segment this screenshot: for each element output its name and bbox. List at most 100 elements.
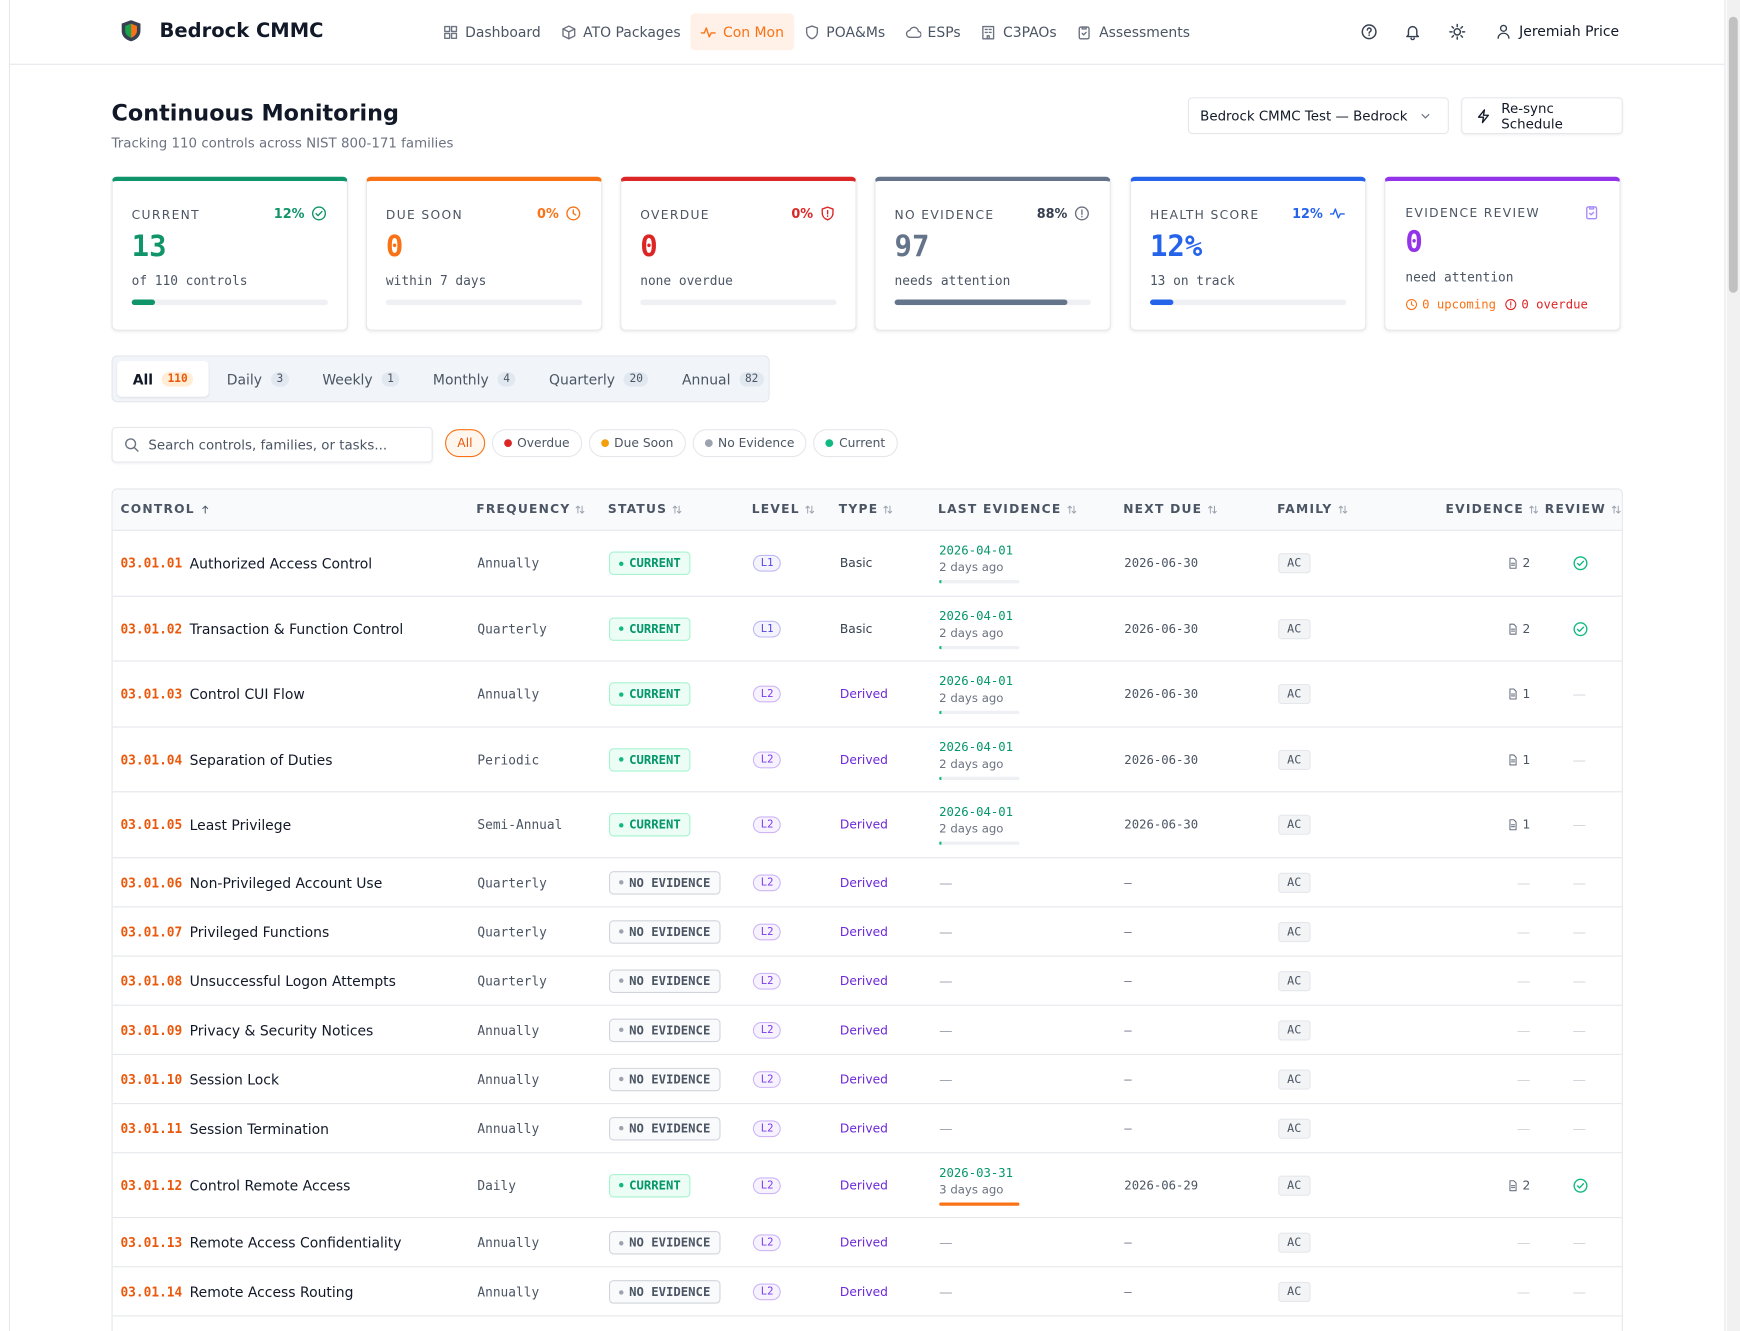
- sort-icon: [575, 503, 586, 514]
- card-percent-group: 0%: [791, 206, 835, 222]
- status-badge: NO EVIDENCE: [609, 969, 720, 992]
- evidence-count: 2: [1507, 556, 1530, 571]
- next-due: –: [1124, 1235, 1131, 1250]
- tab[interactable]: Daily3: [211, 361, 304, 397]
- table-row[interactable]: 03.01.03Control CUI FlowAnnuallyCURRENTL…: [113, 660, 1622, 726]
- clock-icon: [1405, 298, 1417, 310]
- stat-card: OVERDUE0%0none overdue: [620, 177, 856, 331]
- filter-pill[interactable]: All: [445, 429, 485, 457]
- table-row[interactable]: 03.01.05Least PrivilegeSemi-AnnualCURREN…: [113, 791, 1622, 857]
- last-evidence: 2026-04-012 days ago: [939, 609, 1019, 649]
- freshness-fill: [939, 1202, 1019, 1205]
- controls-table: CONTROL FREQUENCY STATUS LEVEL TYPE LAST EVID…: [112, 488, 1623, 1331]
- review-status: [1573, 621, 1589, 637]
- upcoming-label: 0 upcoming: [1422, 297, 1496, 312]
- table-row[interactable]: 03.01.07Privileged FunctionsQuarterlyNO …: [113, 906, 1622, 956]
- table-row[interactable]: 03.01.02Transaction & Function ControlQu…: [113, 595, 1622, 661]
- resync-button[interactable]: Re-sync Schedule: [1461, 97, 1623, 134]
- table-row[interactable]: 03.01.13Remote Access ConfidentialityAnn…: [113, 1217, 1622, 1267]
- table-row[interactable]: 03.01.04Separation of DutiesPeriodicCURR…: [113, 726, 1622, 792]
- column-header[interactable]: STATUS: [608, 502, 683, 517]
- frequency: Quarterly: [477, 924, 547, 940]
- status-dot: [619, 1126, 623, 1130]
- filter-pill[interactable]: Due Soon: [589, 429, 686, 457]
- evidence-count-label: 2: [1522, 622, 1530, 637]
- tab[interactable]: Weekly1: [307, 361, 415, 397]
- workspace-select[interactable]: Bedrock CMMC Test — Bedrock CM: [1188, 97, 1449, 134]
- nav-item[interactable]: Assessments: [1067, 13, 1200, 50]
- table-row[interactable]: 03.01.08Unsuccessful Logon AttemptsQuart…: [113, 955, 1622, 1005]
- filter-pill[interactable]: No Evidence: [692, 429, 806, 457]
- table-row[interactable]: 03.01.12Control Remote AccessDailyCURREN…: [113, 1152, 1622, 1218]
- sort-icon: [1528, 503, 1539, 514]
- brand[interactable]: Bedrock CMMC: [159, 20, 323, 42]
- control-id: 03.01.04: [120, 752, 182, 768]
- family-badge: AC: [1278, 1020, 1310, 1040]
- next-due: 2026-06-30: [1124, 752, 1198, 767]
- column-header[interactable]: NEXT DUE: [1123, 502, 1218, 517]
- evidence-count: —: [1517, 874, 1530, 890]
- nav-item[interactable]: C3PAOs: [971, 13, 1067, 50]
- column-header[interactable]: TYPE: [839, 502, 894, 517]
- status-dot: [619, 1077, 623, 1081]
- status-label: NO EVIDENCE: [629, 1072, 710, 1087]
- evidence-date: 2026-04-01: [939, 674, 1019, 689]
- filter-pill[interactable]: Overdue: [491, 429, 581, 457]
- table-row[interactable]: 03.01.01Authorized Access ControlAnnuall…: [113, 530, 1622, 596]
- column-label: CONTROL: [120, 502, 194, 517]
- shieldo-icon: [804, 24, 820, 40]
- icon-button[interactable]: [1361, 23, 1378, 44]
- column-header[interactable]: LAST EVIDENCE: [938, 502, 1077, 517]
- nav-item[interactable]: ATO Packages: [551, 13, 691, 50]
- logo[interactable]: [122, 20, 141, 41]
- table-row[interactable]: 03.01.11Session TerminationAnnuallyNO EV…: [113, 1102, 1622, 1152]
- table-row[interactable]: 03.01.10Session LockAnnuallyNO EVIDENCEL…: [113, 1053, 1622, 1103]
- sort-icon: [1610, 503, 1621, 514]
- status-dot: [619, 929, 623, 933]
- column-header[interactable]: CONTROL: [120, 502, 210, 517]
- search-placeholder: Search controls, families, or tasks...: [148, 437, 387, 453]
- search-icon: [124, 437, 140, 453]
- evidence-count: 1: [1507, 818, 1530, 833]
- nav-label: Dashboard: [465, 23, 541, 40]
- nav-item[interactable]: Dashboard: [433, 13, 551, 50]
- control-id: 03.01.10: [120, 1071, 182, 1087]
- nav-item[interactable]: ESPs: [895, 13, 970, 50]
- search-box[interactable]: Search controls, families, or tasks...: [112, 427, 433, 463]
- column-header[interactable]: REVIEW: [1545, 502, 1622, 517]
- frequency: Daily: [477, 1178, 516, 1194]
- tab[interactable]: Monthly4: [417, 361, 531, 397]
- column-header[interactable]: EVIDENCE: [1446, 502, 1540, 517]
- table-row[interactable]: 03.01.09Privacy & Security NoticesAnnual…: [113, 1004, 1622, 1054]
- level-badge: L2: [753, 1234, 781, 1251]
- review-status: —: [1573, 817, 1586, 833]
- control-id: 03.01.13: [120, 1235, 182, 1251]
- column-header[interactable]: LEVEL: [752, 502, 816, 517]
- table-row[interactable]: 03.01.06Non-Privileged Account UseQuarte…: [113, 857, 1622, 907]
- next-due: –: [1124, 924, 1131, 939]
- nav-item[interactable]: POA&Ms: [794, 13, 895, 50]
- icon-shape: [1339, 506, 1347, 513]
- card-percent-group: 0%: [537, 206, 581, 222]
- tab[interactable]: All110: [117, 361, 209, 397]
- icon-button[interactable]: [1449, 23, 1466, 44]
- filter-dot: [705, 439, 713, 447]
- icon-button[interactable]: [1404, 23, 1421, 44]
- column-header[interactable]: FAMILY: [1277, 502, 1348, 517]
- control-id: 03.01.09: [120, 1022, 182, 1038]
- tab[interactable]: Annual82: [666, 361, 779, 397]
- nav-item[interactable]: Con Mon: [691, 13, 794, 50]
- freshness-track: [939, 580, 1019, 583]
- scrollbar-thumb[interactable]: [1729, 17, 1738, 293]
- table-row[interactable]: 03.01.14Remote Access RoutingAnnuallyNO …: [113, 1266, 1622, 1316]
- evidence-date: 2026-04-01: [939, 740, 1019, 755]
- user-menu[interactable]: Jeremiah Price: [1496, 22, 1619, 39]
- tab-label: Quarterly: [549, 370, 615, 387]
- icon-shape: [1407, 27, 1419, 37]
- review-card: EVIDENCE REVIEW0need attention0 upcoming…: [1384, 177, 1620, 331]
- control-type: Derived: [840, 818, 888, 833]
- user-name: Jeremiah Price: [1519, 22, 1619, 39]
- tab[interactable]: Quarterly20: [533, 361, 664, 397]
- filter-pill[interactable]: Current: [813, 429, 897, 457]
- column-header[interactable]: FREQUENCY: [476, 502, 586, 517]
